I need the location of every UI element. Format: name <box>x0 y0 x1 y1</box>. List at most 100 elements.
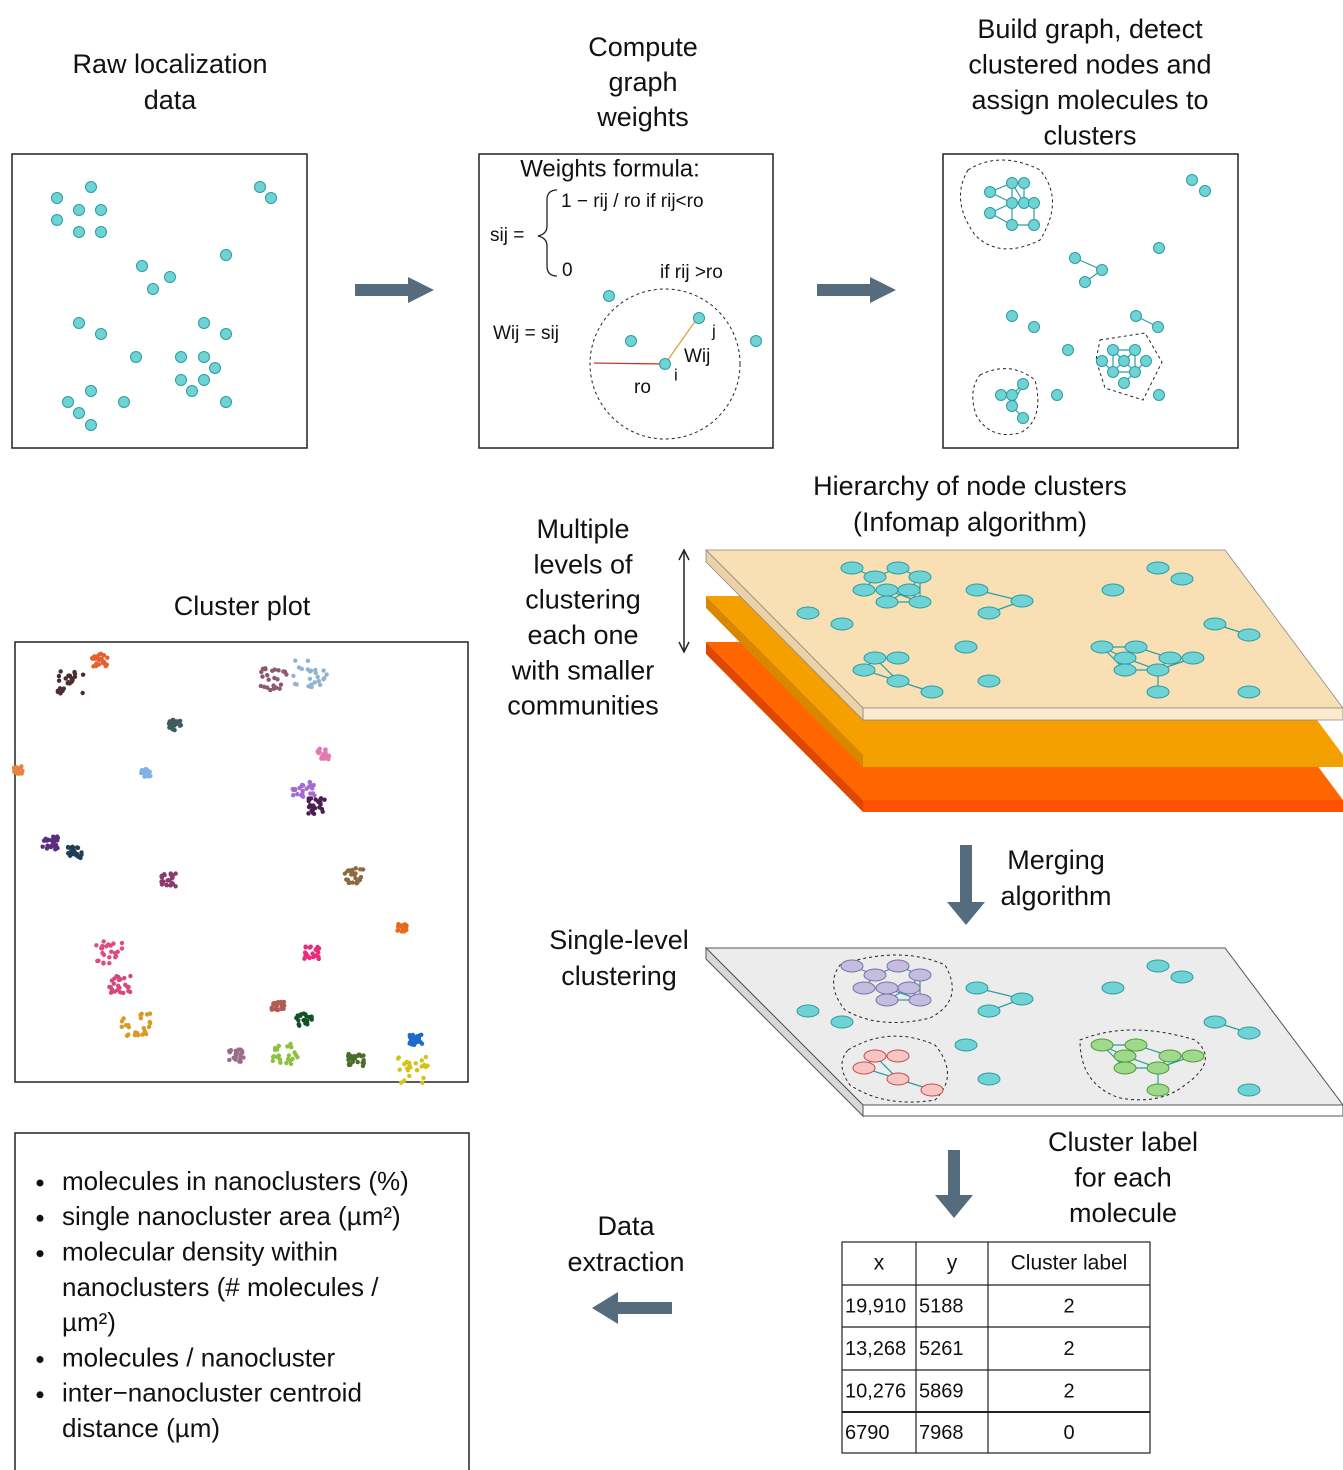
node <box>876 596 898 608</box>
node <box>1029 322 1040 333</box>
localization <box>96 959 100 963</box>
node <box>604 291 615 302</box>
node <box>1097 356 1108 367</box>
localization <box>101 661 105 665</box>
localization <box>324 672 328 676</box>
table-header: x <box>874 1252 885 1275</box>
localization <box>260 674 264 678</box>
node <box>255 182 266 193</box>
section-title: (Infomap algorithm) <box>853 507 1087 537</box>
localization <box>308 677 312 681</box>
node <box>221 250 232 261</box>
node <box>1147 686 1169 698</box>
localization <box>16 768 20 772</box>
localization <box>171 718 175 722</box>
formula-text: Wij = sij <box>493 323 559 344</box>
localization <box>75 845 79 849</box>
node <box>96 227 107 238</box>
localization <box>291 788 295 792</box>
localization <box>306 796 310 800</box>
localization <box>128 974 132 978</box>
section-title: Hierarchy of node clusters <box>813 471 1127 501</box>
localization <box>272 1054 276 1058</box>
localization <box>108 943 112 947</box>
node <box>921 686 943 698</box>
node <box>1070 253 1081 264</box>
node <box>86 420 97 431</box>
formula-text: 1 − rij / ro if rij<ro <box>561 191 704 212</box>
node <box>1130 345 1141 356</box>
node <box>1131 311 1142 322</box>
node <box>1091 641 1113 653</box>
formula-text: sij = <box>490 225 524 246</box>
localization <box>139 1016 143 1020</box>
localization <box>165 883 169 887</box>
graph-panel <box>943 154 1238 448</box>
localization <box>271 683 275 687</box>
bullet-text: distance (µm) <box>62 1413 220 1443</box>
localization <box>143 772 147 776</box>
node <box>1238 629 1260 641</box>
localization <box>306 811 310 815</box>
node <box>74 227 85 238</box>
node <box>909 969 931 981</box>
step-title: weights <box>596 102 689 132</box>
localization <box>276 1000 280 1004</box>
node <box>876 982 898 994</box>
node <box>1019 178 1030 189</box>
localization <box>135 1031 139 1035</box>
localization <box>148 774 152 778</box>
table-cell: 10,276 <box>845 1380 906 1402</box>
arrow <box>355 277 434 303</box>
localization <box>297 665 301 669</box>
localization <box>288 1058 292 1062</box>
localization <box>40 845 44 849</box>
node <box>853 1062 875 1074</box>
node <box>1125 1039 1147 1051</box>
localization <box>399 1080 403 1084</box>
localization <box>126 989 130 993</box>
node <box>1130 367 1141 378</box>
localization <box>56 836 60 840</box>
arrow <box>817 277 896 303</box>
localization <box>94 943 98 947</box>
node <box>887 675 909 687</box>
localization <box>239 1054 243 1058</box>
node <box>52 215 63 226</box>
node <box>831 618 853 630</box>
localization <box>397 1068 401 1072</box>
localization <box>120 1019 124 1023</box>
node <box>199 318 210 329</box>
localization <box>281 1001 285 1005</box>
node <box>1159 1050 1181 1062</box>
localization <box>327 754 331 758</box>
localization <box>259 684 263 688</box>
node <box>966 584 988 596</box>
localization <box>408 1065 412 1069</box>
localization <box>91 664 95 668</box>
localization <box>360 1060 364 1064</box>
localization <box>127 1025 131 1029</box>
step-title: Compute <box>588 32 698 62</box>
note: Multiple <box>536 514 629 544</box>
node <box>955 1039 977 1051</box>
node <box>221 329 232 340</box>
localization <box>358 867 362 871</box>
localization <box>58 669 62 673</box>
node <box>1097 265 1108 276</box>
node <box>96 329 107 340</box>
node <box>1080 277 1091 288</box>
localization <box>268 688 272 692</box>
localization <box>57 674 61 678</box>
node <box>1182 1050 1204 1062</box>
localization <box>113 955 117 959</box>
step-label: clustering <box>561 961 677 991</box>
localization <box>313 668 317 672</box>
localization <box>60 689 64 693</box>
localization <box>117 978 121 982</box>
localization <box>408 1033 412 1037</box>
localization <box>310 786 314 790</box>
localization <box>353 871 357 875</box>
localization <box>285 1044 289 1048</box>
node <box>887 1050 909 1062</box>
